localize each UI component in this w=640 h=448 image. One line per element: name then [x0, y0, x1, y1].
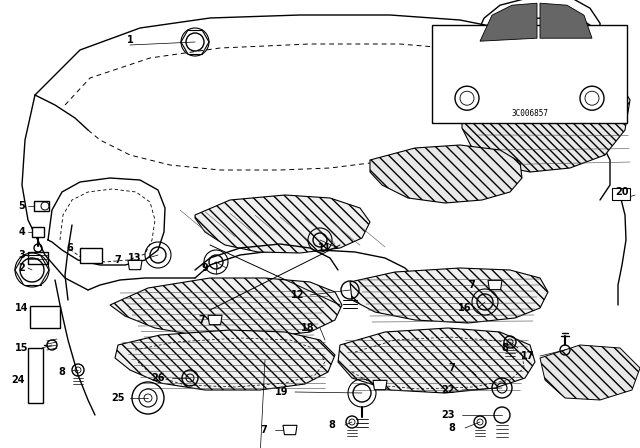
Text: 11: 11: [318, 243, 332, 253]
Text: 7: 7: [468, 280, 476, 290]
Text: 8: 8: [502, 343, 508, 353]
Polygon shape: [283, 425, 297, 435]
Text: 22: 22: [441, 385, 455, 395]
Polygon shape: [488, 280, 502, 290]
Bar: [28, 348, 43, 403]
Circle shape: [580, 86, 604, 110]
Text: 7: 7: [115, 255, 122, 265]
Text: 7: 7: [198, 315, 205, 325]
Circle shape: [460, 91, 474, 105]
Bar: [432, 25, 627, 123]
Text: 3: 3: [19, 250, 26, 260]
Text: 17: 17: [521, 351, 535, 361]
Polygon shape: [128, 260, 142, 270]
Text: 15: 15: [15, 343, 29, 353]
Text: 9: 9: [202, 263, 209, 273]
Polygon shape: [350, 268, 548, 323]
Text: 4: 4: [19, 227, 26, 237]
Polygon shape: [115, 330, 335, 390]
Text: 5: 5: [19, 201, 26, 211]
Text: 13: 13: [128, 253, 141, 263]
Bar: [30, 306, 60, 328]
Bar: [612, 188, 630, 200]
Polygon shape: [373, 380, 387, 390]
Text: 25: 25: [111, 393, 125, 403]
Bar: [28, 252, 48, 264]
Text: 7: 7: [449, 363, 456, 373]
Text: 26: 26: [151, 373, 164, 383]
Text: 6: 6: [67, 243, 74, 253]
Bar: [32, 227, 44, 237]
Polygon shape: [540, 345, 640, 400]
Polygon shape: [540, 3, 592, 38]
Text: 3C006857: 3C006857: [511, 109, 548, 118]
Polygon shape: [195, 195, 370, 253]
Text: 18: 18: [301, 323, 315, 333]
Text: 8: 8: [328, 420, 335, 430]
Text: 14: 14: [15, 303, 29, 313]
Text: 1: 1: [127, 35, 133, 45]
Text: 24: 24: [12, 375, 25, 385]
Text: 19: 19: [275, 387, 289, 397]
Polygon shape: [110, 278, 342, 338]
Bar: [80, 248, 102, 263]
Text: 7: 7: [260, 425, 268, 435]
Text: 12: 12: [291, 290, 305, 300]
Text: 8: 8: [59, 367, 65, 377]
Bar: [34, 201, 49, 211]
Text: 16: 16: [458, 303, 472, 313]
Polygon shape: [338, 328, 535, 393]
Polygon shape: [480, 3, 537, 41]
Text: 8: 8: [449, 423, 456, 433]
Circle shape: [585, 91, 599, 105]
Text: 2: 2: [19, 263, 26, 273]
Polygon shape: [370, 145, 522, 203]
Polygon shape: [462, 52, 630, 172]
Text: 20: 20: [615, 187, 628, 197]
Polygon shape: [208, 315, 222, 325]
Circle shape: [455, 86, 479, 110]
Text: 23: 23: [441, 410, 455, 420]
